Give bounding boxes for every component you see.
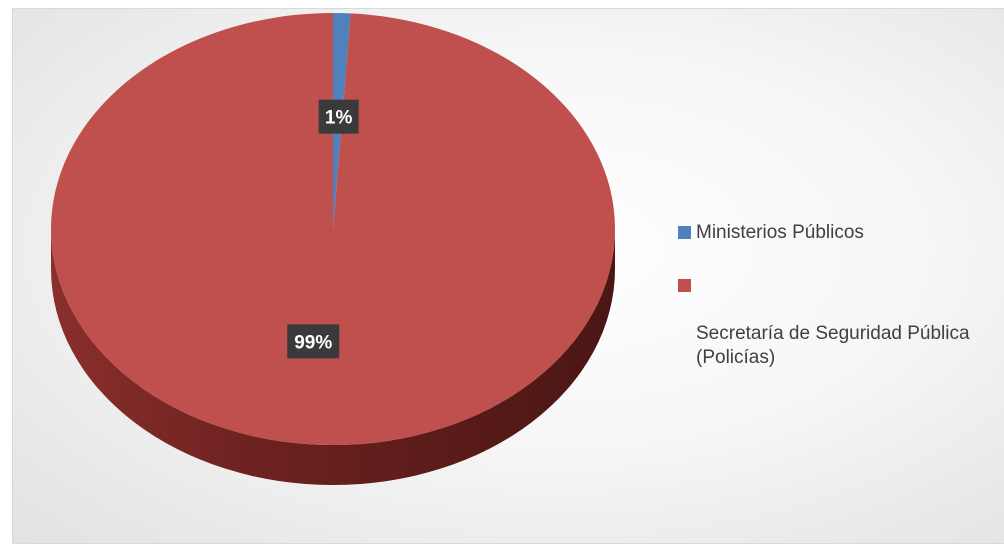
chart-area: 1% 99% Ministerios Públicos Secretaría de… xyxy=(12,8,1004,544)
pie-chart: 1% 99% xyxy=(50,13,615,485)
legend-swatch-secretaria xyxy=(678,279,691,292)
data-label-box-0 xyxy=(318,99,359,134)
data-label-box-1 xyxy=(287,324,340,359)
legend-label-secretaria: Secretaría de Seguridad Pública (Policía… xyxy=(696,323,970,368)
legend-label-ministerios: Ministerios Públicos xyxy=(696,222,864,243)
data-label-1: 99% xyxy=(294,332,332,353)
legend-item-ministerios: Ministerios Públicos xyxy=(678,221,1004,245)
legend: Ministerios Públicos Secretaría de Segur… xyxy=(678,221,1004,399)
data-label-0: 1% xyxy=(325,108,353,129)
legend-swatch-ministerios xyxy=(678,226,691,239)
pie-side xyxy=(51,229,615,485)
slice-secretaria xyxy=(50,13,615,446)
legend-item-secretaria: Secretaría de Seguridad Pública (Policía… xyxy=(678,274,1004,370)
